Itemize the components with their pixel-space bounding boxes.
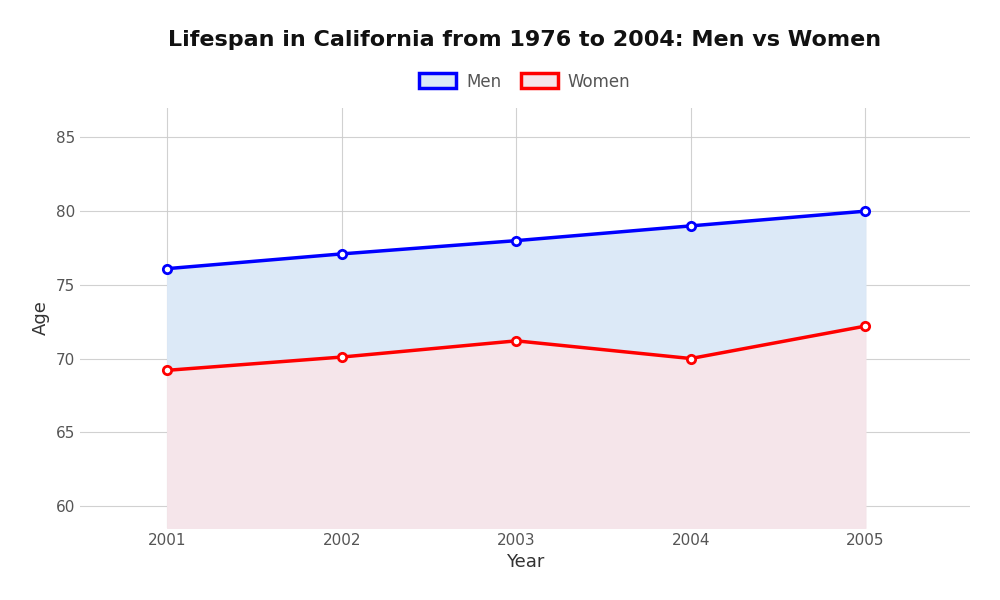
Legend: Men, Women: Men, Women [413, 66, 637, 97]
X-axis label: Year: Year [506, 553, 544, 571]
Title: Lifespan in California from 1976 to 2004: Men vs Women: Lifespan in California from 1976 to 2004… [168, 29, 882, 49]
Y-axis label: Age: Age [32, 301, 50, 335]
